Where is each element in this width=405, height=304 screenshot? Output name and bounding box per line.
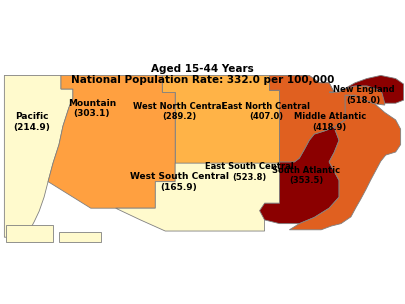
Text: National Population Rate: 332.0 per 100,000: National Population Rate: 332.0 per 100,… [71,75,334,85]
Polygon shape [290,95,401,230]
Text: South Atlantic
(353.5): South Atlantic (353.5) [272,166,341,185]
Text: West North Central
(289.2): West North Central (289.2) [133,102,225,122]
Polygon shape [48,75,175,208]
Polygon shape [115,163,279,231]
Polygon shape [260,127,339,224]
Text: West South Central
(165.9): West South Central (165.9) [130,172,228,192]
Text: East South Central
(523.8): East South Central (523.8) [205,162,294,182]
Text: New England
(518.0): New England (518.0) [333,85,394,105]
Polygon shape [270,75,345,162]
Polygon shape [162,75,279,163]
Text: East North Central
(407.0): East North Central (407.0) [222,102,310,122]
Text: Pacific
(214.9): Pacific (214.9) [13,112,50,132]
Polygon shape [59,232,101,242]
Polygon shape [270,75,385,162]
Polygon shape [344,75,404,103]
Text: Mountain
(303.1): Mountain (303.1) [68,99,116,118]
Text: Aged 15-44 Years: Aged 15-44 Years [151,64,254,74]
Text: Middle Atlantic
(418.9): Middle Atlantic (418.9) [294,112,366,132]
Polygon shape [6,225,53,242]
Polygon shape [4,75,73,237]
